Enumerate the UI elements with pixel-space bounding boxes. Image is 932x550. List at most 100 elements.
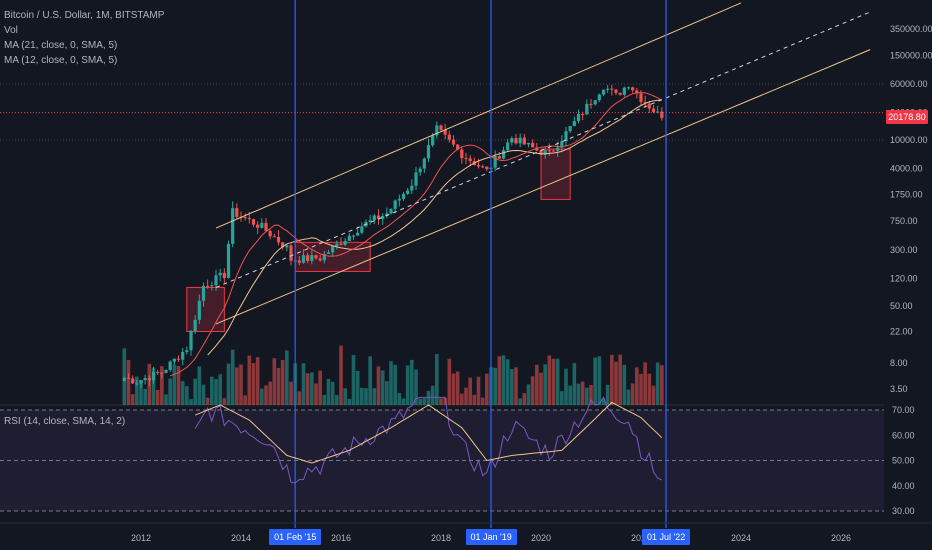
candle-body: [593, 100, 597, 105]
volume-bar: [218, 374, 222, 405]
candle-body: [451, 139, 456, 145]
volume-bar: [418, 398, 422, 405]
candle-body: [568, 126, 572, 132]
candle-body: [414, 172, 418, 186]
price-tick-label: 4000.00: [890, 164, 923, 174]
candle-body: [139, 380, 143, 384]
candle-body: [626, 87, 631, 89]
candle-body: [501, 150, 506, 159]
volume-bar: [510, 369, 514, 405]
candle-body: [276, 236, 281, 243]
candle-body: [201, 285, 206, 301]
candle-body: [214, 275, 218, 286]
volume-bar: [543, 364, 547, 405]
candle-body: [497, 156, 501, 159]
rsi-legend[interactable]: RSI (14, close, SMA, 14, 2): [4, 416, 126, 427]
candle-body: [131, 378, 135, 384]
candle-body: [639, 93, 643, 103]
volume-bar: [135, 376, 139, 405]
volume-bar: [351, 354, 356, 405]
candle-body: [556, 147, 560, 151]
candle-body: [606, 88, 610, 90]
candle-body: [185, 350, 189, 352]
candle-body: [326, 252, 331, 254]
time-tick-label: 2026: [831, 533, 851, 543]
candle-body: [660, 111, 664, 119]
candle-body: [601, 89, 606, 95]
candle-body: [510, 138, 514, 143]
price-tick-label: 150000.00: [890, 50, 932, 60]
volume-bar: [126, 360, 131, 405]
volume-bar: [385, 381, 389, 405]
volume-bar: [410, 359, 414, 405]
volume-bar: [576, 383, 581, 405]
volume-bar: [401, 398, 406, 405]
ma21-legend[interactable]: MA (21, close, 0, SMA, 5): [4, 40, 118, 51]
date-marker-jul-2022: 01 Jul '22: [642, 529, 691, 545]
candle-body: [656, 111, 660, 113]
candle-body: [418, 168, 422, 173]
price-tick-label: 750.00: [890, 216, 918, 226]
volume-bar: [372, 388, 377, 405]
rsi-tick-label: 70.00: [892, 405, 915, 415]
candle-body: [164, 369, 168, 373]
candle-body: [256, 224, 260, 228]
candle-body: [464, 158, 468, 160]
candle-body: [318, 258, 322, 261]
volume-bar: [151, 367, 156, 405]
candle-body: [385, 213, 389, 216]
candle-body: [572, 121, 576, 127]
price-axis: 350000.00150000.0060000.0024000.0010000.…: [890, 24, 932, 394]
volume-bar: [439, 398, 443, 405]
volume-bar: [522, 393, 527, 405]
volume-bar: [526, 384, 531, 405]
volume-bar: [414, 369, 418, 405]
moving-averages: [170, 92, 663, 377]
volume-bar: [243, 395, 247, 405]
price-tick-label: 60000.00: [890, 79, 928, 89]
candle-body: [268, 230, 272, 237]
volume-bar: [622, 364, 627, 405]
channel-upper-line: [215, 2, 742, 229]
volume-bar: [255, 357, 260, 405]
candle-body: [426, 145, 431, 159]
volume-bar: [322, 394, 327, 405]
candle-body: [310, 255, 314, 261]
volume-bar: [264, 385, 268, 405]
candle-body: [356, 232, 360, 236]
candle-body: [476, 165, 481, 167]
rsi-line: [194, 396, 663, 484]
candle-body: [197, 300, 201, 320]
rsi-tick-label: 60.00: [892, 430, 915, 440]
candle-body: [514, 138, 518, 144]
highlight-box-0: [186, 286, 225, 332]
candle-body: [614, 89, 618, 93]
volume-bar: [618, 354, 622, 405]
candle-body: [247, 218, 251, 220]
candle-body: [226, 243, 231, 279]
volume-bar: [585, 387, 589, 405]
symbol-title[interactable]: Bitcoin / U.S. Dollar, 1M, BITSTAMP: [4, 10, 165, 21]
candle-body: [618, 92, 622, 95]
ma12-legend[interactable]: MA (12, close, 0, SMA, 5): [4, 55, 118, 66]
price-tick-label: 1750.00: [890, 190, 923, 200]
volume-bar: [635, 367, 639, 405]
candle-body: [468, 158, 472, 161]
volume-bar: [176, 365, 181, 405]
volume-bar: [435, 354, 439, 405]
candle-body: [193, 319, 197, 331]
volume-bar: [614, 361, 618, 405]
candle-body: [581, 114, 585, 116]
volume-bar: [568, 385, 572, 405]
volume-bar: [593, 357, 597, 405]
volume-bar: [530, 376, 535, 405]
volume-bar: [139, 380, 143, 405]
volume-bar: [501, 355, 506, 405]
candle-body: [460, 149, 464, 159]
vol-legend[interactable]: Vol: [4, 25, 18, 36]
rsi-axis: 70.00 60.00 50.00 40.00 30.00: [892, 405, 915, 516]
candle-body: [576, 114, 581, 122]
volume-bar: [480, 397, 485, 405]
time-tick-label: 2024: [731, 533, 751, 543]
